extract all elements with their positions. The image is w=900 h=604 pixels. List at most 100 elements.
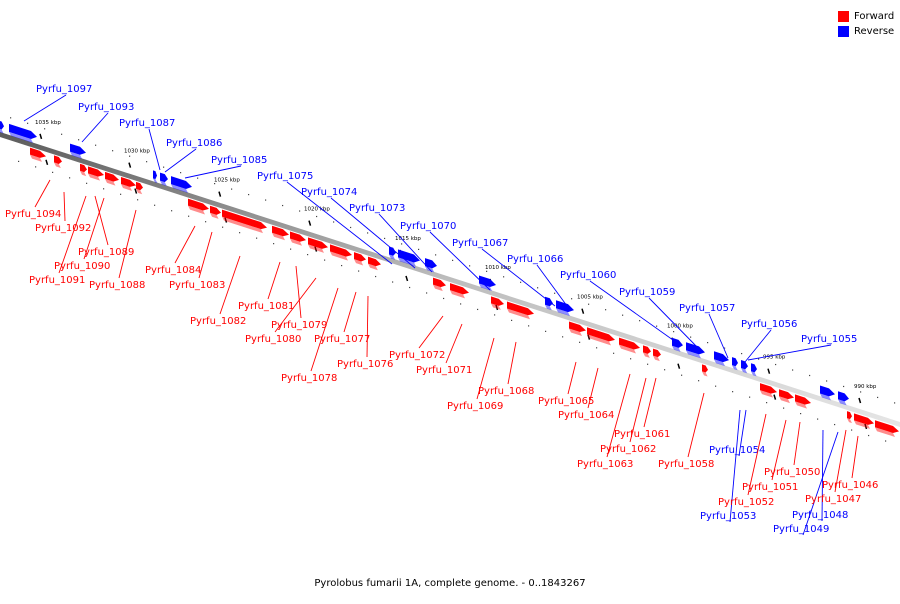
gene-feature[interactable] [847, 411, 852, 424]
gene-label[interactable]: Pyrfu_1056 [741, 319, 797, 330]
gene-feature[interactable] [354, 252, 366, 266]
gene-label[interactable]: Pyrfu_1068 [478, 386, 534, 397]
gene-feature[interactable] [308, 237, 328, 253]
gene-label[interactable]: Pyrfu_1058 [658, 459, 714, 470]
gene-feature[interactable] [210, 205, 221, 219]
gene-label[interactable]: Pyrfu_1091 [29, 275, 85, 286]
gene-feature[interactable] [450, 283, 469, 299]
gene-label[interactable]: Pyrfu_1059 [619, 287, 675, 298]
gene-feature[interactable] [9, 123, 37, 143]
gene-label[interactable]: Pyrfu_1063 [577, 459, 633, 470]
gene-label[interactable]: Pyrfu_1088 [89, 280, 145, 291]
gene-label[interactable]: Pyrfu_1052 [718, 497, 774, 508]
axis-dot [307, 254, 309, 256]
gene-feature[interactable] [741, 359, 748, 374]
gene-feature[interactable] [795, 394, 811, 409]
gene-feature[interactable] [136, 181, 143, 195]
gene-feature[interactable] [222, 209, 267, 234]
gene-feature[interactable] [272, 225, 289, 241]
gene-label[interactable]: Pyrfu_1061 [614, 429, 670, 440]
gene-feature[interactable] [0, 120, 4, 134]
gene-label[interactable]: Pyrfu_1060 [560, 270, 616, 281]
gene-label[interactable]: Pyrfu_1049 [773, 524, 829, 535]
gene-feature[interactable] [153, 170, 158, 184]
gene-label[interactable]: Pyrfu_1053 [700, 511, 756, 522]
gene-feature[interactable] [171, 176, 192, 193]
gene-label[interactable]: Pyrfu_1065 [538, 396, 594, 407]
gene-label[interactable]: Pyrfu_1071 [416, 365, 472, 376]
gene-feature[interactable] [368, 256, 381, 271]
gene-feature[interactable] [433, 277, 446, 292]
gene-feature[interactable] [643, 345, 651, 358]
gene-label[interactable]: Pyrfu_1077 [314, 334, 370, 345]
gene-label[interactable]: Pyrfu_1097 [36, 84, 92, 95]
gene-label[interactable]: Pyrfu_1084 [145, 265, 201, 276]
gene-label[interactable]: Pyrfu_1081 [238, 301, 294, 312]
gene-feature[interactable] [854, 413, 874, 429]
gene-label[interactable]: Pyrfu_1051 [742, 482, 798, 493]
gene-feature[interactable] [779, 389, 794, 404]
gene-feature[interactable] [398, 249, 420, 267]
gene-label[interactable]: Pyrfu_1087 [119, 118, 175, 129]
gene-feature[interactable] [838, 391, 849, 406]
gene-feature[interactable] [30, 147, 46, 162]
gene-feature[interactable] [121, 177, 136, 191]
gene-feature[interactable] [587, 327, 615, 346]
gene-feature[interactable] [714, 351, 729, 367]
gene-label[interactable]: Pyrfu_1083 [169, 280, 225, 291]
gene-label[interactable]: Pyrfu_1073 [349, 203, 405, 214]
gene-feature[interactable] [389, 246, 396, 260]
gene-label[interactable]: Pyrfu_1092 [35, 223, 91, 234]
gene-feature[interactable] [105, 171, 119, 186]
gene-label[interactable]: Pyrfu_1046 [822, 480, 878, 491]
gene-feature[interactable] [290, 231, 306, 246]
gene-feature[interactable] [569, 321, 586, 337]
gene-label[interactable]: Pyrfu_1048 [792, 510, 848, 521]
gene-feature[interactable] [760, 383, 777, 398]
gene-feature[interactable] [70, 143, 86, 159]
gene-label[interactable]: Pyrfu_1070 [400, 221, 456, 232]
gene-feature[interactable] [80, 163, 87, 177]
gene-label[interactable]: Pyrfu_1062 [600, 444, 656, 455]
gene-feature[interactable] [875, 420, 899, 437]
gene-label[interactable]: Pyrfu_1072 [389, 350, 445, 361]
gene-label[interactable]: Pyrfu_1066 [507, 254, 563, 265]
gene-label[interactable]: Pyrfu_1079 [271, 320, 327, 331]
gene-label[interactable]: Pyrfu_1064 [558, 410, 614, 421]
gene-feature[interactable] [160, 172, 168, 187]
gene-feature[interactable] [188, 198, 209, 215]
gene-feature[interactable] [820, 385, 835, 401]
gene-label[interactable]: Pyrfu_1082 [190, 316, 246, 327]
gene-feature[interactable] [88, 166, 104, 181]
gene-label[interactable]: Pyrfu_1086 [166, 138, 222, 149]
gene-label[interactable]: Pyrfu_1078 [281, 373, 337, 384]
gene-label[interactable]: Pyrfu_1050 [764, 467, 820, 478]
gene-label[interactable]: Pyrfu_1057 [679, 303, 735, 314]
gene-label[interactable]: Pyrfu_1094 [5, 209, 61, 220]
gene-feature[interactable] [507, 301, 534, 320]
gene-label[interactable]: Pyrfu_1080 [245, 334, 301, 345]
gene-feature[interactable] [653, 348, 661, 362]
gene-feature[interactable] [686, 342, 705, 359]
gene-feature[interactable] [619, 337, 640, 354]
gene-feature[interactable] [491, 296, 504, 310]
gene-label[interactable]: Pyrfu_1047 [805, 494, 861, 505]
gene-label[interactable]: Pyrfu_1067 [452, 238, 508, 249]
gene-label[interactable]: Pyrfu_1075 [257, 171, 313, 182]
gene-feature[interactable] [330, 244, 352, 261]
gene-label[interactable]: Pyrfu_1074 [301, 187, 357, 198]
gene-feature[interactable] [54, 155, 62, 168]
gene-label[interactable]: Pyrfu_1089 [78, 247, 134, 258]
gene-label[interactable]: Pyrfu_1054 [709, 445, 765, 456]
gene-feature[interactable] [702, 364, 708, 377]
gene-feature[interactable] [732, 357, 738, 371]
gene-label[interactable]: Pyrfu_1069 [447, 401, 503, 412]
gene-feature[interactable] [751, 363, 757, 377]
gene-label[interactable]: Pyrfu_1085 [211, 155, 267, 166]
gene-label[interactable]: Pyrfu_1076 [337, 359, 393, 370]
gene-label[interactable]: Pyrfu_1090 [54, 261, 110, 272]
gene-label[interactable]: Pyrfu_1055 [801, 334, 857, 345]
gene-label[interactable]: Pyrfu_1093 [78, 102, 134, 113]
